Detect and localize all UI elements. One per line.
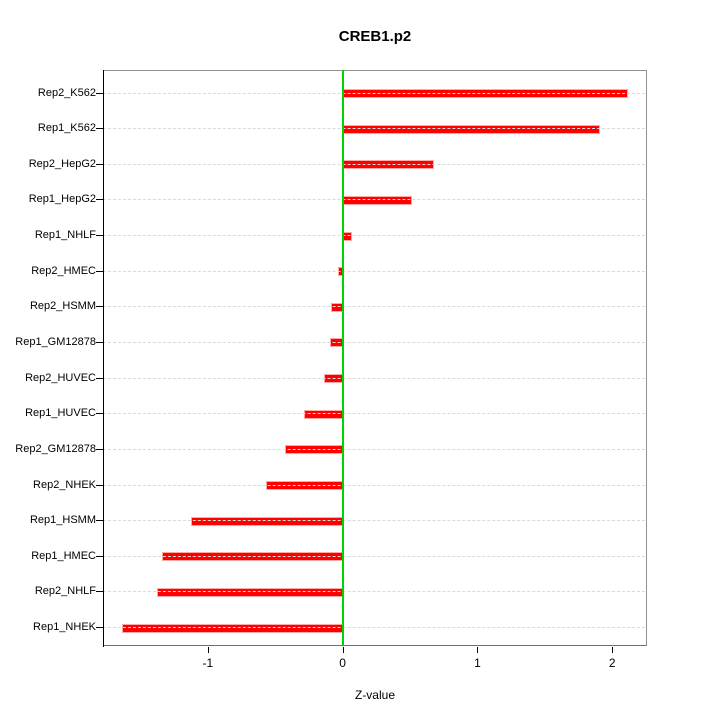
y-axis-tick bbox=[96, 163, 103, 165]
y-axis-label: Rep2_GM12878 bbox=[15, 442, 96, 455]
y-axis-label: Rep1_HepG2 bbox=[28, 193, 96, 206]
bar-Rep1_K562 bbox=[341, 124, 600, 134]
plot-area bbox=[103, 70, 647, 646]
x-axis-tick bbox=[477, 647, 479, 653]
y-axis-label: Rep1_NHLF bbox=[34, 229, 96, 242]
y-axis-label: Rep2_K562 bbox=[37, 86, 96, 99]
grid-line bbox=[103, 377, 645, 379]
y-axis-label: Rep1_HMEC bbox=[31, 549, 96, 562]
y-axis-tick bbox=[96, 413, 103, 415]
y-axis-tick bbox=[96, 306, 103, 308]
x-axis-tick bbox=[612, 647, 614, 653]
grid-line bbox=[103, 448, 645, 450]
y-axis-label: Rep2_HUVEC bbox=[25, 371, 96, 384]
y-axis-tick bbox=[96, 484, 103, 486]
y-axis-label: Rep2_HMEC bbox=[31, 264, 96, 277]
y-axis-tick bbox=[96, 591, 103, 593]
y-axis-tick bbox=[96, 627, 103, 629]
chart-title: CREB1.p2 bbox=[338, 28, 412, 45]
bar-Rep2_NHLF bbox=[156, 587, 344, 597]
y-axis-label: Rep1_HUVEC bbox=[25, 407, 96, 420]
y-axis-tick bbox=[96, 92, 103, 94]
bar-Rep1_HSMM bbox=[190, 516, 344, 526]
grid-line bbox=[103, 128, 645, 130]
bar-Rep2_K562 bbox=[341, 89, 629, 98]
grid-line bbox=[103, 591, 645, 593]
grid-line bbox=[103, 520, 645, 522]
x-axis-tick-label: 2 bbox=[608, 656, 616, 670]
grid-line bbox=[103, 199, 645, 201]
grid-line bbox=[103, 627, 645, 629]
y-axis-label: Rep2_HepG2 bbox=[28, 157, 96, 170]
x-axis-tick bbox=[342, 647, 344, 653]
y-axis-label: Rep2_NHEK bbox=[33, 478, 96, 491]
x-axis-tick-label: -1 bbox=[202, 656, 214, 670]
bar-Rep2_NHEK bbox=[266, 481, 344, 491]
x-axis-tick-label: 1 bbox=[474, 656, 481, 670]
x-axis-tick-label: 0 bbox=[339, 656, 346, 670]
grid-line bbox=[103, 235, 645, 237]
grid-line bbox=[103, 163, 645, 165]
y-axis-label: Rep1_GM12878 bbox=[15, 335, 96, 348]
grid-line bbox=[103, 92, 645, 94]
y-axis-tick bbox=[96, 341, 103, 343]
grid-line bbox=[103, 555, 645, 557]
bar-Rep1_NHEK bbox=[121, 623, 344, 633]
grid-line bbox=[103, 341, 645, 343]
y-axis-tick bbox=[96, 377, 103, 379]
bar-Rep1_HMEC bbox=[162, 552, 344, 562]
x-axis-title: Z-value bbox=[354, 688, 395, 702]
y-axis-tick bbox=[96, 270, 103, 272]
bar-Rep2_GM12878 bbox=[285, 445, 344, 455]
x-axis-tick bbox=[207, 647, 209, 653]
grid-line bbox=[103, 484, 645, 486]
y-axis-tick bbox=[96, 235, 103, 237]
bar-Rep1_HepG2 bbox=[341, 195, 413, 205]
y-axis-tick bbox=[96, 199, 103, 201]
y-axis-label: Rep2_NHLF bbox=[34, 585, 96, 598]
y-axis-label: Rep1_HSMM bbox=[29, 514, 96, 527]
y-axis-label: Rep1_K562 bbox=[37, 122, 96, 135]
y-axis-line bbox=[103, 70, 104, 647]
grid-line bbox=[103, 270, 645, 272]
zero-line bbox=[341, 70, 344, 645]
y-axis-label: Rep2_HSMM bbox=[29, 300, 96, 313]
y-axis-tick bbox=[96, 555, 103, 557]
y-axis-tick bbox=[96, 448, 103, 450]
y-axis-tick bbox=[96, 520, 103, 522]
bar-Rep2_HepG2 bbox=[341, 160, 434, 170]
grid-line bbox=[103, 306, 645, 308]
y-axis-label: Rep1_NHEK bbox=[33, 621, 96, 634]
grid-line bbox=[103, 413, 645, 415]
bar-Rep1_HUVEC bbox=[303, 409, 344, 419]
y-axis-tick bbox=[96, 128, 103, 130]
